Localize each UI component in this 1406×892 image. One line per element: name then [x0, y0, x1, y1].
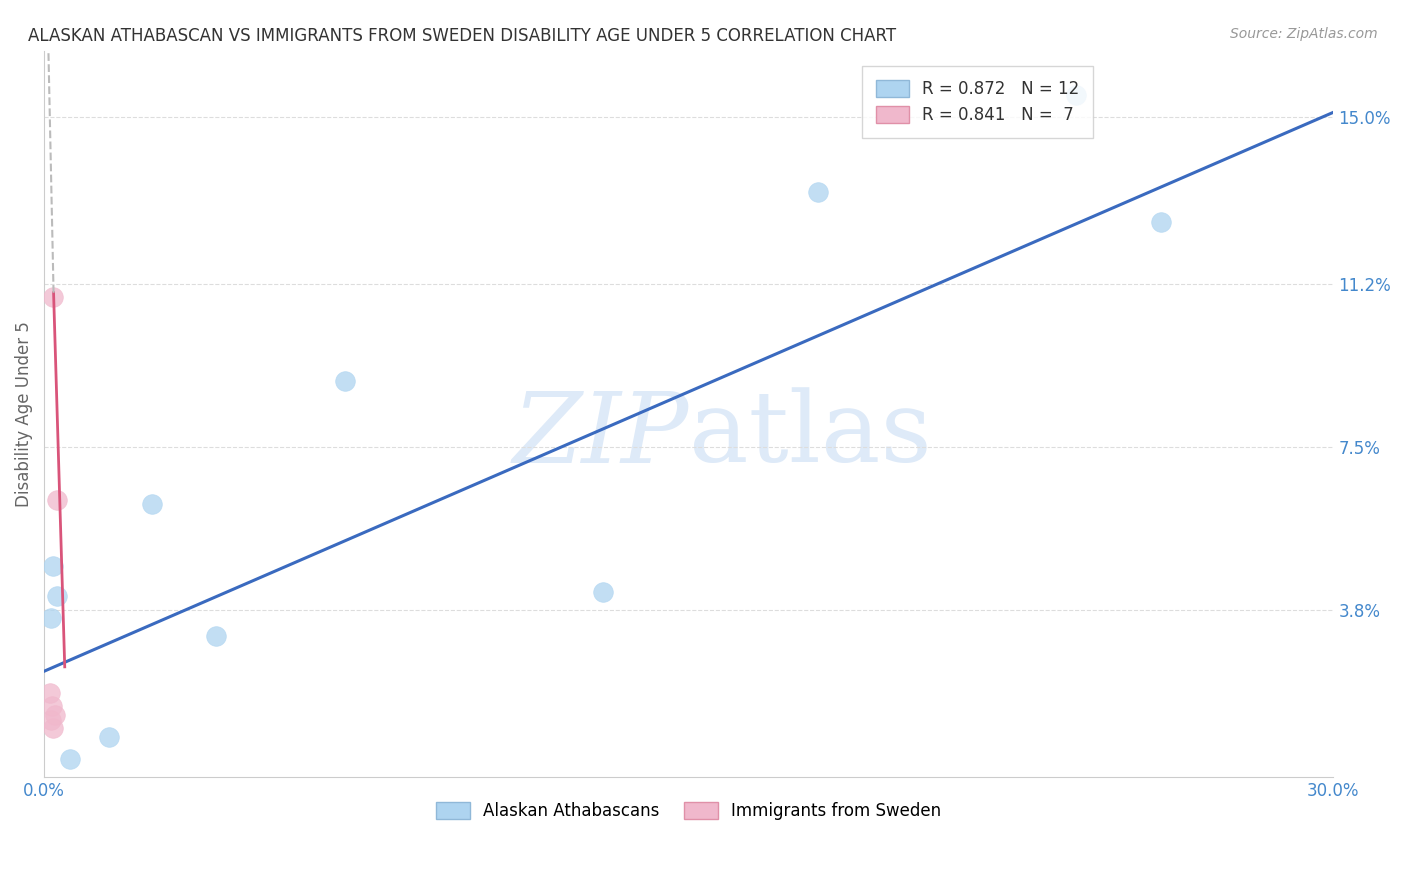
- Text: ZIP: ZIP: [513, 388, 689, 483]
- Text: atlas: atlas: [689, 388, 932, 483]
- Point: [59, 752, 82, 766]
- Text: ALASKAN ATHABASCAN VS IMMIGRANTS FROM SWEDEN DISABILITY AGE UNDER 5 CORRELATION : ALASKAN ATHABASCAN VS IMMIGRANTS FROM SW…: [28, 27, 896, 45]
- Point: [1064, 87, 1087, 102]
- Point: [46, 492, 69, 507]
- Y-axis label: Disability Age Under 5: Disability Age Under 5: [15, 321, 32, 507]
- Text: Source: ZipAtlas.com: Source: ZipAtlas.com: [1230, 27, 1378, 41]
- Point: [46, 590, 69, 604]
- Legend: Alaskan Athabascans, Immigrants from Sweden: Alaskan Athabascans, Immigrants from Swe…: [430, 795, 948, 827]
- Point: [41, 699, 63, 714]
- Point: [41, 558, 63, 573]
- Point: [39, 713, 62, 727]
- Point: [333, 374, 356, 388]
- Point: [141, 497, 163, 511]
- Point: [44, 708, 66, 723]
- Point: [205, 629, 228, 643]
- Point: [1150, 215, 1173, 229]
- Point: [41, 290, 63, 304]
- Point: [38, 686, 60, 700]
- Point: [807, 185, 830, 199]
- Point: [97, 731, 120, 745]
- Point: [39, 611, 62, 625]
- Point: [592, 585, 614, 599]
- Point: [41, 722, 63, 736]
